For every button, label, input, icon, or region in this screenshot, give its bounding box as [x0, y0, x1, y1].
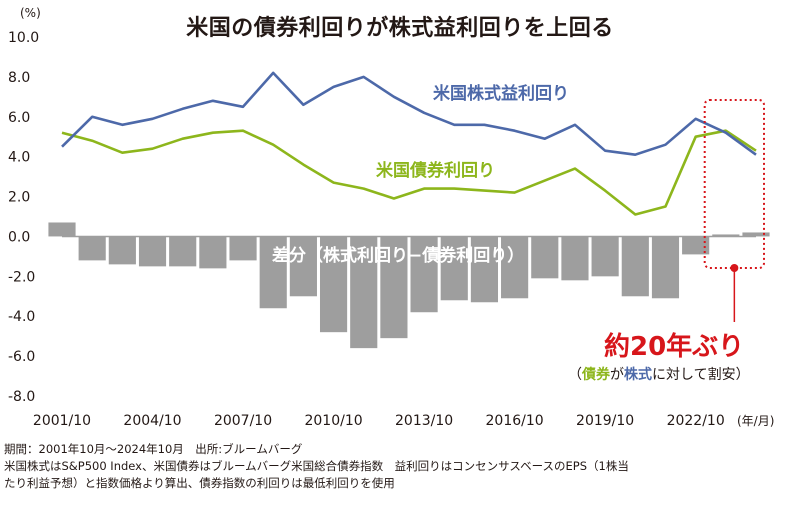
y-tick-label: 2.0 — [8, 190, 30, 206]
highlight-box — [703, 99, 765, 269]
x-tick-label: 2004/10 — [123, 413, 181, 429]
y-axis-unit: (%) — [20, 6, 41, 20]
spread-bar — [259, 236, 287, 309]
spread-bar — [531, 236, 559, 279]
spread-bar — [48, 222, 76, 237]
spread-bar — [410, 236, 438, 313]
callout-ga: が — [610, 367, 624, 383]
spread-bar — [712, 234, 740, 237]
note-definition-1: 米国株式はS&P500 Index、米国債券はブルームバーグ米国総合債券指数 益… — [4, 459, 629, 473]
spread-bar — [380, 236, 408, 339]
spread-bar — [682, 236, 710, 255]
x-tick-label: 2001/10 — [33, 413, 91, 429]
x-tick-label: 2022/10 — [667, 413, 725, 429]
spread-bar — [199, 236, 227, 269]
y-tick-label: 6.0 — [8, 110, 30, 126]
x-tick-label: 2019/10 — [576, 413, 634, 429]
spread-bar — [78, 236, 106, 261]
y-tick-label: 4.0 — [8, 150, 30, 166]
spread-bar — [470, 236, 499, 303]
x-tick-label: 2016/10 — [486, 413, 544, 429]
spread-bar — [561, 236, 589, 281]
spread-bar — [440, 236, 468, 301]
spread-bar — [289, 236, 317, 297]
spread-bar — [591, 236, 619, 277]
x-tick-label: 2010/10 — [304, 413, 362, 429]
callout-bond-word: 債券 — [582, 367, 610, 383]
spread-bar — [742, 232, 770, 237]
x-tick-label: 2007/10 — [214, 413, 272, 429]
spread-bar — [138, 236, 167, 267]
y-tick-label: 10.0 — [8, 30, 39, 46]
x-tick-label: 2013/10 — [395, 413, 453, 429]
spread-bar — [501, 236, 529, 299]
note-period-source: 期間：2001年10月〜2024年10月 出所:ブルームバーグ — [4, 442, 303, 456]
y-tick-label: 8.0 — [8, 70, 30, 86]
spread-bar — [229, 236, 257, 261]
earnings-series-label: 米国株式益利回り — [433, 83, 569, 104]
spread-bar — [651, 236, 680, 299]
spread-bar — [169, 236, 197, 267]
y-tick-label: -4.0 — [8, 309, 35, 325]
bond-series-label: 米国債券利回り — [376, 160, 495, 181]
spread-bar — [621, 236, 649, 297]
callout-headline: 約20年ぶり — [604, 332, 745, 362]
callout-subtext: （債券が株式に対して割安） — [568, 364, 750, 384]
spread-bar — [108, 236, 136, 265]
y-tick-label: -2.0 — [8, 269, 35, 285]
note-definition-2: たり利益予想）と指数価格より算出、債券指数の利回りは最低利回りを使用 — [4, 476, 395, 490]
spread-series-label: 差分（株式利回り−債券利回り） — [272, 245, 524, 266]
y-tick-label: -8.0 — [8, 389, 35, 405]
spread-bar — [350, 236, 378, 349]
earnings-yield-line — [61, 71, 757, 156]
callout-paren-open: （ — [568, 367, 582, 383]
callout-stock-word: 株式 — [624, 367, 652, 383]
callout-rest: に対して割安） — [652, 367, 750, 383]
x-axis-unit: (年/月) — [737, 414, 774, 428]
chart-title: 米国の債券利回りが株式益利回りを上回る — [186, 16, 614, 41]
y-tick-label: 0.0 — [8, 229, 30, 245]
spread-bar — [319, 236, 348, 333]
y-tick-label: -6.0 — [8, 349, 35, 365]
bond-yield-line — [61, 129, 757, 216]
yield-chart: 10.0 8.0 6.0 4.0 2.0 0.0 -2.0 -4.0 -6.0 -8.0 米国株式益… — [8, 30, 774, 429]
